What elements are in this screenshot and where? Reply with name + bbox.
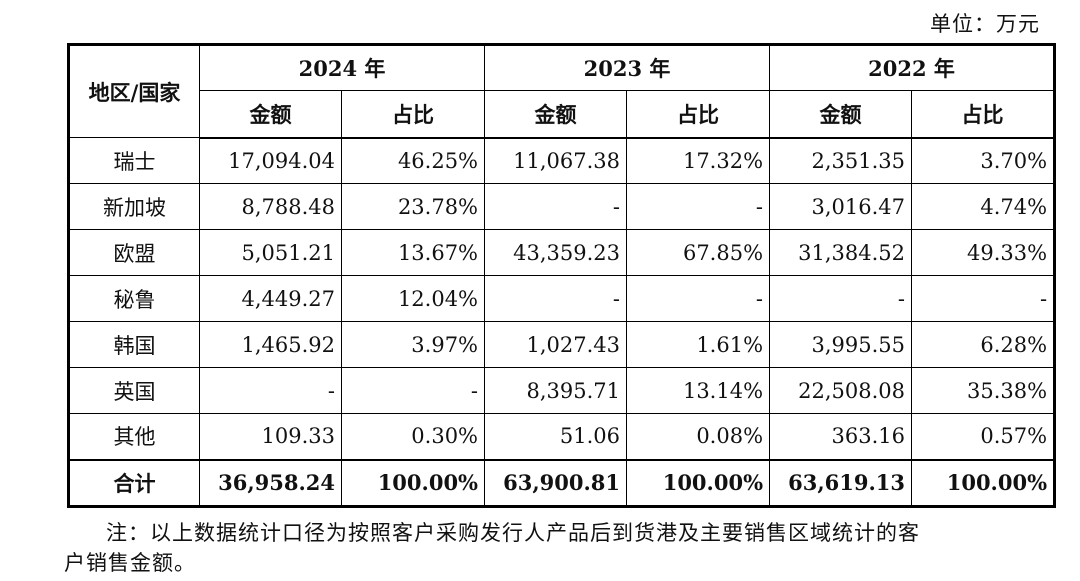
total-ratio-cell: 100.00%: [626, 458, 771, 507]
ratio-cell: 6.28%: [911, 321, 1056, 368]
unit-label: 单位：万元: [930, 12, 1040, 36]
table-row: 瑞士 17,094.04 46.25% 11,067.38 17.32% 2,3…: [68, 137, 1056, 184]
ratio-cell: 17.32%: [626, 137, 771, 184]
amount-cell: 2,351.35: [769, 137, 913, 184]
footnote-line-1: 注：以上数据统计口径为按照客户采购发行人产品后到货港及主要销售区域统计的客: [106, 521, 920, 545]
year-header-2024: 2024 年: [198, 44, 486, 91]
ratio-cell: 49.33%: [911, 229, 1056, 276]
ratio-cell: 0.08%: [626, 413, 771, 460]
year-header-2023: 2023 年: [484, 44, 771, 91]
region-cell: 欧盟: [68, 229, 200, 276]
ratio-cell: 3.97%: [340, 321, 486, 368]
amount-cell: 109.33: [199, 413, 342, 460]
total-ratio-cell: 100.00%: [340, 458, 486, 507]
total-row: 合计 36,958.24 100.00% 63,900.81 100.00% 6…: [68, 458, 1056, 507]
amount-cell: 1,027.43: [484, 321, 628, 368]
amount-cell: 1,465.92: [199, 321, 342, 368]
region-cell: 瑞士: [68, 137, 200, 184]
ratio-header: 占比: [626, 90, 771, 139]
region-column-header: 地区/国家: [68, 44, 200, 138]
ratio-cell: 13.14%: [626, 367, 771, 414]
ratio-cell: -: [626, 275, 771, 322]
region-cell: 秘鲁: [68, 275, 200, 322]
ratio-cell: -: [340, 367, 486, 414]
region-cell: 韩国: [68, 321, 200, 368]
ratio-cell: -: [626, 183, 771, 230]
table-row: 新加坡 8,788.48 23.78% - - 3,016.47 4.74%: [68, 183, 1056, 230]
footnote-line-2: 户销售金额。: [64, 551, 196, 575]
amount-cell: 51.06: [484, 413, 628, 460]
amount-header: 金额: [769, 90, 913, 139]
region-cell: 其他: [68, 413, 200, 460]
table-row: 韩国 1,465.92 3.97% 1,027.43 1.61% 3,995.5…: [68, 321, 1056, 368]
total-ratio-cell: 100.00%: [911, 458, 1056, 507]
amount-header: 金额: [199, 90, 342, 139]
ratio-cell: 0.30%: [340, 413, 486, 460]
ratio-cell: 67.85%: [626, 229, 771, 276]
amount-cell: -: [484, 183, 628, 230]
year-header-row: 地区/国家 2024 年 2023 年 2022 年: [68, 44, 1056, 138]
ratio-cell: 13.67%: [340, 229, 486, 276]
ratio-header: 占比: [911, 90, 1056, 139]
ratio-header: 占比: [340, 90, 486, 139]
sales-by-region-table: 地区/国家 2024 年 2023 年 2022 年 金额 占比 金额 占比 金…: [67, 43, 1057, 508]
ratio-cell: 1.61%: [626, 321, 771, 368]
ratio-cell: 0.57%: [911, 413, 1056, 460]
amount-cell: 22,508.08: [769, 367, 913, 414]
ratio-cell: 35.38%: [911, 367, 1056, 414]
amount-header: 金额: [484, 90, 628, 139]
region-cell: 英国: [68, 367, 200, 414]
total-amount-cell: 36,958.24: [199, 458, 342, 507]
amount-cell: 8,395.71: [484, 367, 628, 414]
region-cell: 新加坡: [68, 183, 200, 230]
ratio-cell: 12.04%: [340, 275, 486, 322]
total-amount-cell: 63,900.81: [484, 458, 628, 507]
subheader-row: 金额 占比 金额 占比 金额 占比: [69, 90, 1056, 139]
total-label: 合计: [68, 458, 200, 507]
amount-cell: 4,449.27: [199, 275, 342, 322]
amount-cell: 11,067.38: [484, 137, 628, 184]
amount-cell: 17,094.04: [199, 137, 342, 184]
amount-cell: 5,051.21: [199, 229, 342, 276]
table-row: 秘鲁 4,449.27 12.04% - - - -: [68, 275, 1056, 322]
amount-cell: 43,359.23: [484, 229, 628, 276]
amount-cell: 3,016.47: [769, 183, 913, 230]
table-row: 其他 109.33 0.30% 51.06 0.08% 363.16 0.57%: [68, 413, 1056, 460]
amount-cell: 363.16: [769, 413, 913, 460]
amount-cell: 8,788.48: [199, 183, 342, 230]
ratio-cell: -: [911, 275, 1056, 322]
table-row: 英国 - - 8,395.71 13.14% 22,508.08 35.38%: [68, 367, 1056, 414]
amount-cell: -: [769, 275, 913, 322]
amount-cell: 3,995.55: [769, 321, 913, 368]
ratio-cell: 46.25%: [340, 137, 486, 184]
total-amount-cell: 63,619.13: [769, 458, 913, 507]
ratio-cell: 4.74%: [911, 183, 1056, 230]
table-row: 欧盟 5,051.21 13.67% 43,359.23 67.85% 31,3…: [68, 229, 1056, 276]
ratio-cell: 3.70%: [911, 137, 1056, 184]
amount-cell: 31,384.52: [769, 229, 913, 276]
amount-cell: -: [484, 275, 628, 322]
footnote: 注：以上数据统计口径为按照客户采购发行人产品后到货港及主要销售区域统计的客 户销…: [64, 518, 1047, 578]
ratio-cell: 23.78%: [340, 183, 486, 230]
year-header-2022: 2022 年: [769, 44, 1056, 91]
amount-cell: -: [199, 367, 342, 414]
